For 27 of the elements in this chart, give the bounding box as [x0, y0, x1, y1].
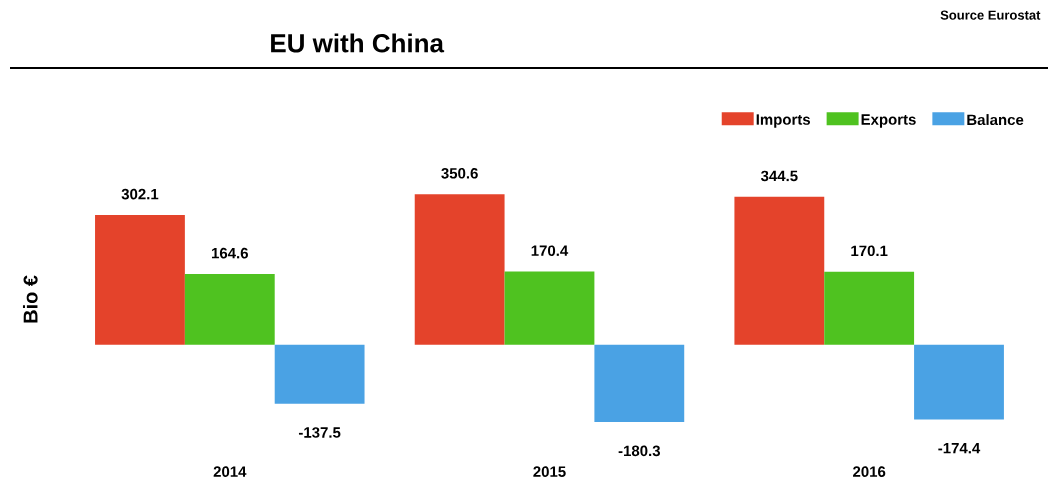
data-label: 170.1 — [851, 245, 888, 257]
bar — [734, 197, 825, 345]
data-label: -180.3 — [618, 445, 661, 457]
bar — [594, 344, 685, 423]
bar — [184, 274, 275, 345]
data-label: 302.1 — [121, 189, 159, 200]
bar — [824, 271, 915, 345]
x-tick-label: 2014 — [213, 466, 247, 478]
data-label: 344.5 — [760, 170, 798, 182]
data-label: -174.4 — [938, 443, 981, 454]
data-label: 350.6 — [441, 168, 478, 179]
chart-title: EU with China — [271, 33, 445, 53]
data-label: -137.5 — [298, 427, 341, 439]
data-label: 170.4 — [531, 245, 569, 257]
x-tick-label: 2016 — [853, 466, 886, 478]
bar — [504, 271, 595, 345]
x-tick-label: 2015 — [533, 466, 566, 478]
bar — [95, 215, 185, 345]
source-note: Source Eurostat — [940, 10, 1041, 20]
legend-label: Balance — [967, 114, 1024, 126]
y-axis-title: Bio € — [22, 275, 38, 323]
legend-label: Exports — [861, 114, 916, 128]
bar — [274, 344, 365, 404]
bar — [914, 344, 1004, 420]
bar — [414, 194, 505, 345]
data-label: 164.6 — [211, 248, 248, 259]
legend-label: Imports — [756, 114, 811, 128]
